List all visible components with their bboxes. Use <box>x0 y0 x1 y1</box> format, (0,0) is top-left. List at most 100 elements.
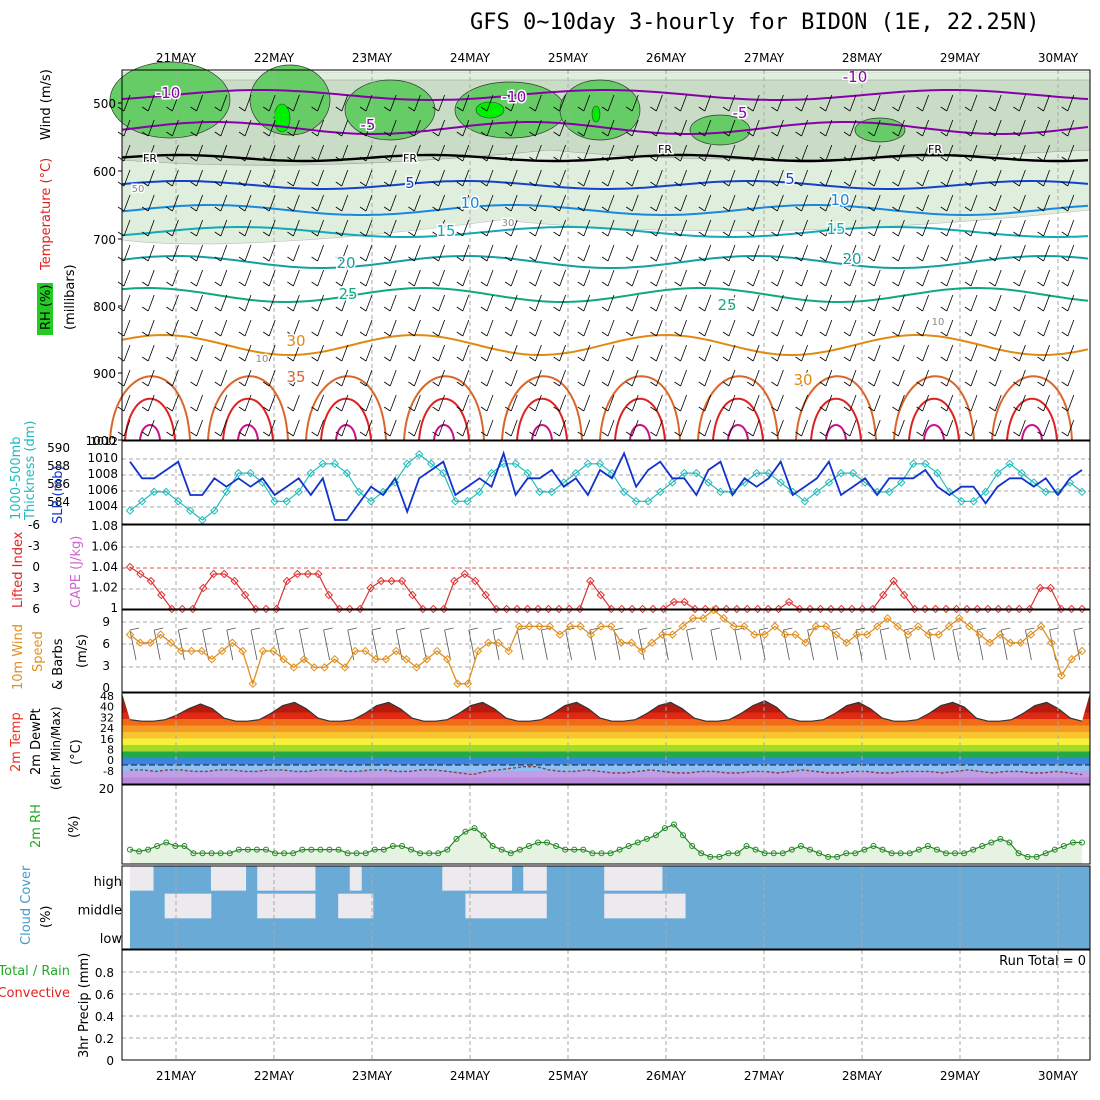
wind-barb-flag <box>553 431 560 437</box>
wind-barb <box>486 169 494 187</box>
date-label-bottom: 21MAY <box>156 1069 197 1083</box>
wind-barb-flag <box>408 431 415 437</box>
wind-barb <box>1019 344 1026 362</box>
wind-barb <box>801 244 808 262</box>
wind-barb <box>728 319 736 337</box>
wind-barb-flag <box>577 331 585 337</box>
wind-barb-flag <box>287 306 294 312</box>
wind-barb <box>656 419 663 437</box>
wind-barb-flag <box>529 181 536 187</box>
wind-speed-marker <box>381 654 391 664</box>
wind-barb-flag <box>698 406 706 412</box>
rh-line <box>129 823 1082 858</box>
wind-barb-flag <box>359 231 367 237</box>
wind-barb-flag <box>383 431 391 437</box>
wind-barb-flag <box>166 231 173 237</box>
wind-barb-flag <box>577 431 585 437</box>
wind-barb <box>389 419 397 437</box>
wind-barb-flag <box>819 181 827 187</box>
wind-barb-flag <box>892 331 899 337</box>
wind-barb-flag <box>1061 131 1069 137</box>
wind-barb-flag <box>190 181 197 187</box>
isotherm-35 <box>599 375 681 441</box>
precip-tick: 0.6 <box>95 988 114 1002</box>
wind-speed-marker <box>1067 654 1077 664</box>
wind-barb <box>656 194 663 212</box>
wind-barb <box>486 394 494 412</box>
wind-barb-flag <box>771 106 778 112</box>
wind-barb <box>680 94 687 112</box>
wind-barb <box>898 144 905 162</box>
wind-barb-flag <box>771 356 778 362</box>
wind-barb-flag <box>117 431 125 437</box>
wind-barb <box>317 369 324 387</box>
wind-barb-flag <box>238 306 246 312</box>
wind-barb-flag <box>117 156 125 162</box>
wind-barb <box>510 394 518 412</box>
rh-marker <box>507 850 514 857</box>
wind-barb <box>123 119 131 137</box>
wind-barb <box>1067 344 1075 362</box>
wind-barb <box>123 269 131 287</box>
wind-barb-flag <box>1013 356 1020 362</box>
wind-barb-flag <box>674 181 681 187</box>
wind-barb <box>849 394 857 412</box>
wind-barb <box>414 144 421 162</box>
cloud-clear-cell <box>291 866 304 891</box>
wind-barb-flag <box>916 181 923 187</box>
wind-panel-frame <box>121 609 1091 693</box>
rh-marker <box>888 850 895 857</box>
rh-marker <box>371 846 378 853</box>
rh-marker <box>1015 850 1022 857</box>
wind-barb-flag <box>988 181 996 187</box>
wind-barb <box>728 419 736 437</box>
wind-barb-flag <box>262 281 270 287</box>
rh-marker <box>616 846 623 853</box>
wind-barb-flag <box>625 281 633 287</box>
rh-marker <box>671 821 677 828</box>
wind-barb-flag <box>964 406 972 412</box>
wind-barb-flag <box>795 281 802 287</box>
wind-barb-flag <box>940 256 948 262</box>
wind-speed-marker <box>187 646 196 656</box>
wind-barb <box>752 419 760 437</box>
wind-barb-flag <box>262 206 270 212</box>
wind-barb <box>341 194 349 212</box>
isotherm-40 <box>614 397 666 441</box>
temp-axis-label1: 2m Temp <box>9 712 24 772</box>
cloud-row-label: middle <box>78 904 122 919</box>
wind-barb <box>365 169 373 187</box>
wind-barb-flag <box>456 306 464 312</box>
wind-barb-flag <box>819 231 827 237</box>
wind-barb-flag <box>819 406 827 412</box>
wind-barb <box>172 219 179 237</box>
wind-speed-marker <box>995 630 1005 639</box>
wind-barb-flag <box>698 181 706 187</box>
wind-barb <box>752 144 760 162</box>
temp-axis-label3: (6hr Min/Max) <box>49 707 63 791</box>
wind-barb-flag <box>335 406 343 412</box>
wind-barb <box>583 369 591 387</box>
wind-barb-flag <box>795 331 802 337</box>
wind-barb <box>777 144 784 162</box>
lifted-index-marker <box>293 569 302 579</box>
wind-barb-flag <box>335 281 343 287</box>
wind-barb-flag <box>529 331 536 337</box>
wind-barb-flag <box>456 281 464 287</box>
thickness-marker <box>680 468 689 478</box>
cloud-clear-cell <box>615 893 628 919</box>
rh-marker <box>389 843 396 850</box>
li-tick: 3 <box>32 581 40 595</box>
wind-barb-flag <box>190 281 197 287</box>
wind-barb-flag <box>190 156 197 162</box>
lifted-index-marker <box>648 604 658 614</box>
isotherm-40 <box>124 397 176 441</box>
thickness-marker <box>704 478 713 487</box>
wind-barb <box>825 119 833 137</box>
wind-barb <box>293 419 300 437</box>
lifted-index-marker <box>962 604 972 614</box>
wind-barb <box>994 319 1002 337</box>
cloud-clear-cell <box>488 893 501 919</box>
wind-barb <box>172 294 179 312</box>
cloud-clear-cell <box>488 866 501 891</box>
